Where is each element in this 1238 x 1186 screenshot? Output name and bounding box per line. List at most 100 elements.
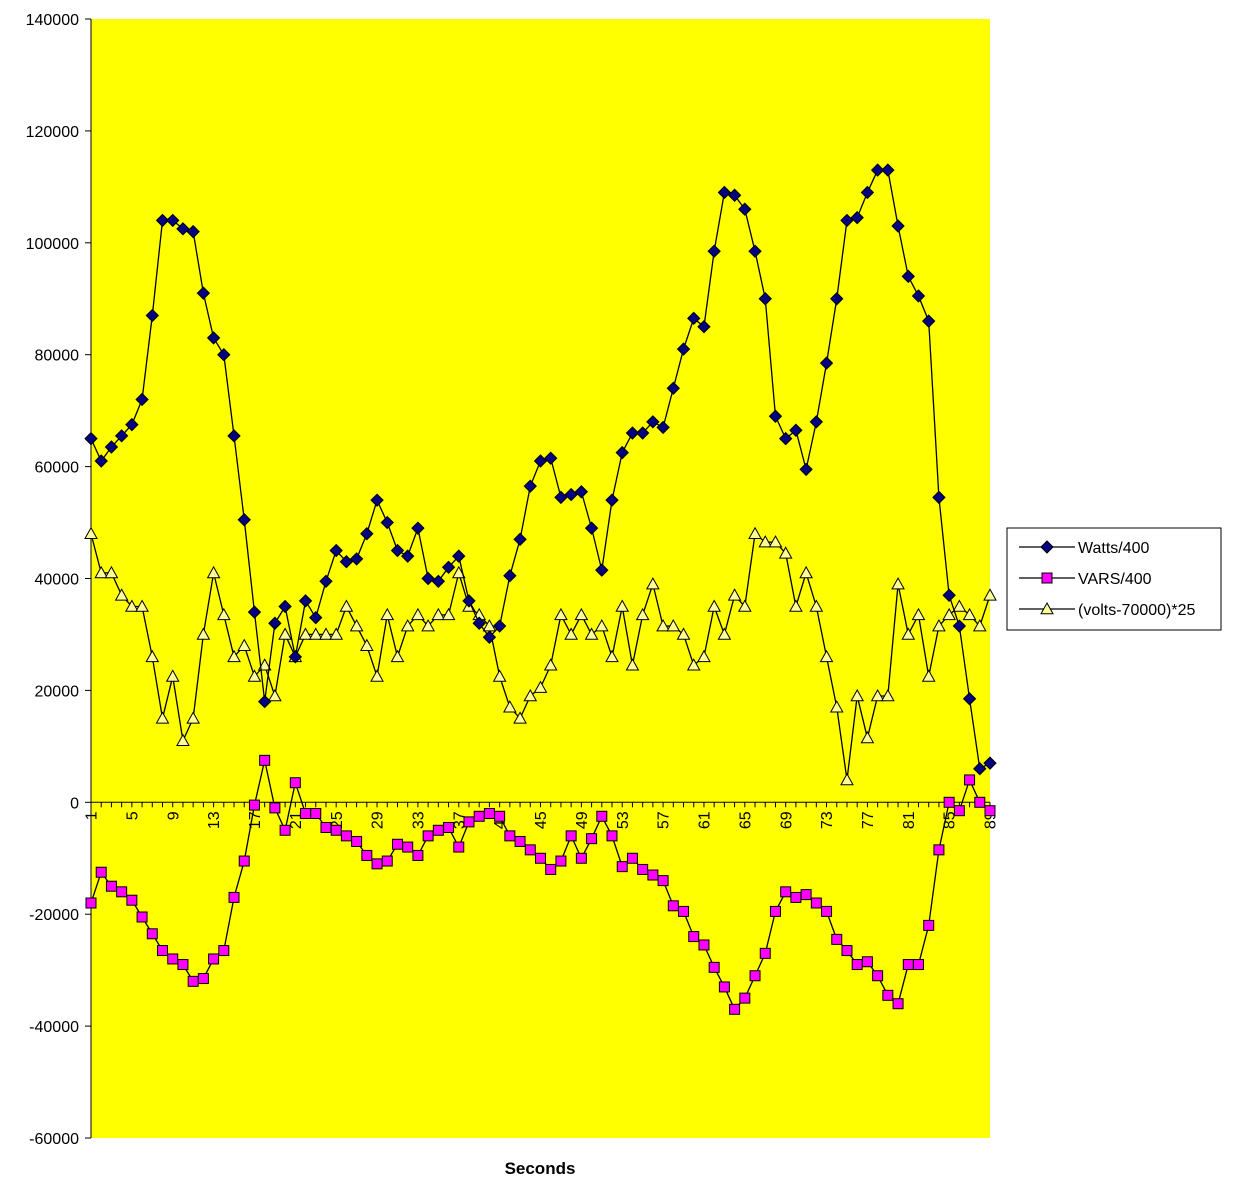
data-point bbox=[390, 649, 405, 663]
data-point bbox=[943, 796, 955, 808]
data-point bbox=[729, 1003, 741, 1015]
legend-label: VARS/400 bbox=[1078, 571, 1152, 588]
data-point bbox=[441, 607, 456, 621]
y-tick-label: -40000 bbox=[29, 1019, 79, 1036]
data-point bbox=[319, 627, 333, 640]
data-point bbox=[279, 824, 291, 836]
data-point bbox=[584, 627, 599, 640]
data-point bbox=[983, 756, 997, 770]
data-point bbox=[329, 627, 344, 640]
data-point bbox=[247, 669, 262, 682]
x-tick-label: 17 bbox=[247, 811, 264, 829]
data-point bbox=[942, 607, 956, 621]
y-tick-label: 0 bbox=[70, 795, 79, 812]
y-tick-label: 40000 bbox=[35, 572, 80, 589]
data-point bbox=[676, 342, 691, 356]
data-point bbox=[268, 688, 282, 702]
data-point bbox=[891, 219, 905, 233]
data-point bbox=[288, 650, 303, 664]
data-point bbox=[870, 688, 885, 702]
data-point bbox=[463, 816, 475, 828]
data-point bbox=[697, 320, 711, 334]
data-point bbox=[646, 577, 660, 590]
data-point bbox=[349, 619, 364, 632]
data-point bbox=[586, 833, 598, 845]
legend-marker bbox=[1041, 572, 1053, 584]
data-point bbox=[554, 607, 568, 621]
data-point bbox=[269, 802, 281, 814]
data-point bbox=[952, 599, 967, 612]
data-point bbox=[605, 493, 619, 507]
data-point bbox=[218, 945, 230, 957]
data-point bbox=[564, 627, 578, 640]
data-point bbox=[227, 649, 241, 663]
data-point bbox=[411, 521, 425, 535]
data-point bbox=[738, 202, 752, 216]
data-point bbox=[646, 415, 660, 429]
data-point bbox=[881, 163, 895, 177]
data-point bbox=[656, 420, 670, 435]
data-point bbox=[697, 649, 711, 663]
data-point bbox=[768, 535, 783, 548]
data-point bbox=[84, 431, 98, 446]
x-tick-label: 49 bbox=[574, 811, 591, 829]
data-point bbox=[187, 975, 199, 987]
data-point bbox=[186, 711, 201, 724]
y-tick-label: 80000 bbox=[35, 348, 80, 365]
data-point bbox=[472, 616, 486, 630]
data-point bbox=[676, 627, 691, 640]
data-point bbox=[145, 308, 160, 323]
data-point bbox=[308, 627, 323, 640]
data-point bbox=[85, 897, 97, 909]
x-tick-label: 25 bbox=[329, 811, 346, 829]
data-point bbox=[635, 426, 650, 440]
data-point bbox=[974, 796, 986, 808]
data-point bbox=[523, 479, 537, 493]
x-tick-label: 61 bbox=[697, 811, 714, 829]
data-point bbox=[421, 571, 435, 586]
x-axis: 1591317212529333741454953576165697377818… bbox=[84, 801, 1000, 829]
data-point bbox=[840, 772, 854, 786]
data-point bbox=[964, 774, 976, 786]
data-point bbox=[708, 961, 720, 973]
data-point bbox=[482, 630, 497, 644]
data-point bbox=[206, 565, 221, 579]
data-point bbox=[831, 933, 843, 945]
data-point bbox=[114, 429, 129, 443]
data-point bbox=[524, 844, 536, 856]
data-point bbox=[790, 891, 802, 903]
data-point bbox=[584, 521, 599, 535]
data-point bbox=[615, 445, 629, 460]
data-point bbox=[473, 810, 485, 822]
data-point bbox=[984, 805, 996, 817]
data-point bbox=[94, 454, 108, 468]
data-point bbox=[351, 835, 363, 847]
data-point bbox=[310, 807, 322, 819]
series-diamond bbox=[84, 163, 997, 776]
data-point bbox=[105, 880, 117, 892]
data-point bbox=[421, 619, 435, 632]
data-point bbox=[340, 830, 352, 842]
series-layer bbox=[84, 163, 997, 1015]
data-point bbox=[637, 863, 649, 875]
data-point bbox=[596, 810, 608, 822]
data-point bbox=[167, 953, 179, 965]
data-point bbox=[453, 841, 465, 853]
y-tick-label: 120000 bbox=[26, 124, 79, 141]
data-point bbox=[329, 543, 343, 558]
data-point bbox=[116, 886, 128, 898]
data-point bbox=[860, 185, 875, 200]
data-point bbox=[216, 607, 231, 621]
data-point bbox=[687, 311, 701, 326]
data-point bbox=[135, 392, 149, 407]
data-point bbox=[921, 669, 936, 682]
data-point bbox=[758, 535, 773, 548]
x-tick-label: 53 bbox=[615, 811, 632, 829]
y-tick-label: -20000 bbox=[29, 907, 79, 924]
data-point bbox=[227, 429, 241, 443]
data-point bbox=[535, 852, 546, 864]
data-point bbox=[748, 526, 762, 540]
data-point bbox=[698, 939, 710, 951]
data-point bbox=[606, 830, 618, 842]
